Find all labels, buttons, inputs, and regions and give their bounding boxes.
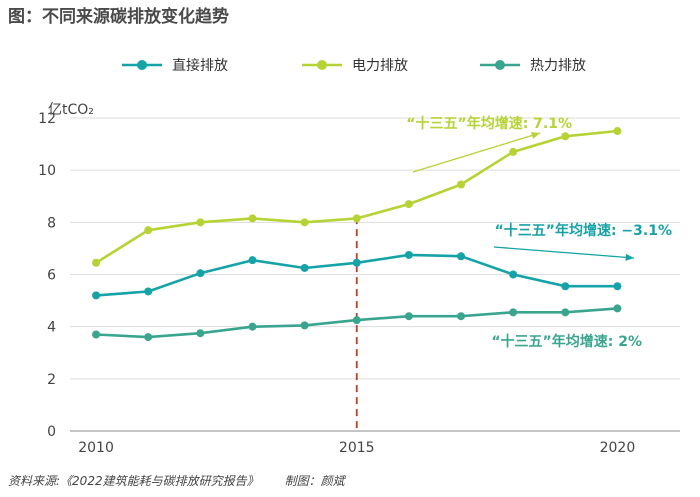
legend-marker	[317, 60, 327, 70]
annotation-text: “十三五”年均增速: 2%	[491, 333, 642, 350]
legend-label: 直接排放	[172, 57, 228, 74]
data-point	[196, 218, 205, 227]
legend-marker	[495, 60, 505, 70]
y-tick-label: 8	[47, 215, 56, 231]
data-point	[196, 269, 205, 278]
data-point	[509, 147, 518, 156]
data-point	[457, 180, 466, 189]
x-tick-label: 2015	[339, 440, 375, 456]
y-axis-label: 亿tCO₂	[48, 102, 94, 118]
data-point	[196, 329, 205, 338]
data-point	[457, 312, 466, 321]
y-tick-label: 2	[47, 372, 56, 388]
data-point	[613, 304, 622, 313]
data-point	[144, 226, 153, 235]
annotation-text: “十三五”年均增速: 7.1%	[406, 115, 572, 132]
source-text: 资料来源:《2022建筑能耗与碳排放研究报告》	[8, 474, 259, 488]
y-tick-label: 12	[38, 111, 56, 127]
annotation-arrow	[493, 246, 635, 259]
x-tick-label: 2010	[78, 440, 114, 456]
data-point	[92, 330, 101, 339]
data-point	[248, 214, 257, 223]
annotation-text: “十三五”年均增速: −3.1%	[495, 222, 672, 239]
data-point	[352, 258, 361, 267]
y-tick-label: 4	[47, 320, 56, 336]
data-point	[509, 270, 518, 279]
annotation-arrow	[412, 132, 541, 173]
y-tick-label: 10	[38, 163, 56, 179]
data-point	[144, 287, 153, 296]
legend-label: 电力排放	[352, 58, 408, 74]
legend-marker	[137, 60, 147, 70]
data-point	[352, 316, 361, 325]
data-point	[92, 291, 101, 300]
data-point	[404, 250, 413, 259]
data-point	[92, 258, 101, 267]
data-point	[248, 256, 257, 265]
chart-title: 图：不同来源碳排放变化趋势	[8, 7, 229, 27]
data-point	[144, 333, 153, 342]
data-point	[561, 282, 570, 291]
data-point	[300, 263, 309, 272]
data-point	[613, 282, 622, 291]
source-note: 资料来源:《2022建筑能耗与碳排放研究报告》 制图：颜斌	[8, 472, 371, 489]
data-point	[561, 308, 570, 317]
data-point	[300, 218, 309, 227]
y-tick-label: 6	[47, 268, 56, 284]
data-point	[248, 322, 257, 331]
annotation-arrowhead	[531, 132, 540, 139]
legend-label: 热力排放	[530, 58, 586, 74]
data-point	[509, 308, 518, 317]
data-point	[404, 200, 413, 209]
data-point	[457, 252, 466, 261]
data-point	[300, 321, 309, 330]
data-point	[561, 132, 570, 141]
x-tick-label: 2020	[600, 440, 636, 456]
data-point	[404, 312, 413, 321]
data-point	[613, 127, 622, 136]
data-point	[352, 214, 361, 223]
credit-text: 制图：颜斌	[284, 474, 345, 488]
y-tick-label: 0	[47, 424, 56, 440]
annotation-arrowhead	[625, 253, 634, 261]
